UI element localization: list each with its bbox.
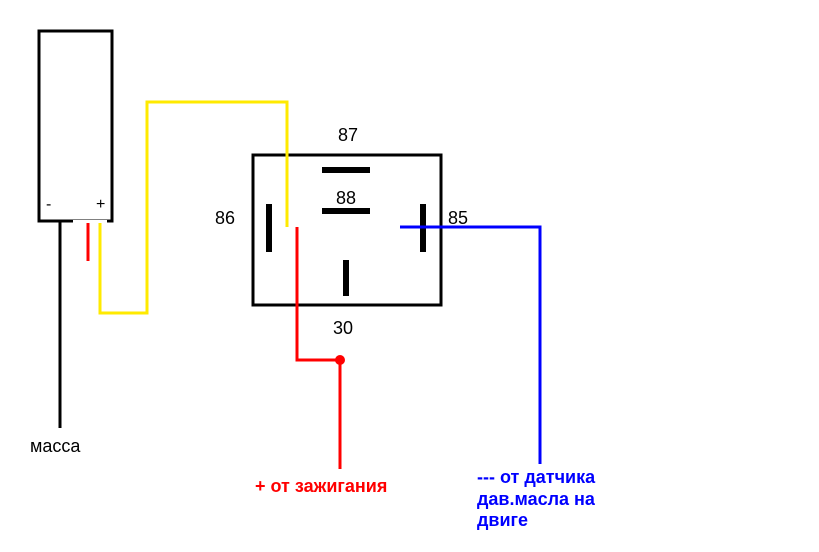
label-sensor: --- от датчика дав.масла на двиге [477, 467, 595, 532]
pin-label-86: 86 [215, 208, 235, 229]
pin-label-88: 88 [336, 188, 356, 209]
device-minus-sign: - [46, 196, 51, 214]
pin-label-30: 30 [333, 318, 353, 339]
label-ignition: + от зажигания [255, 476, 387, 497]
label-ground: масса [30, 436, 80, 457]
pin-label-87: 87 [338, 125, 358, 146]
wire-red-node [335, 355, 345, 365]
wiring-diagram [0, 0, 819, 552]
device-box [39, 31, 112, 221]
device-bottom-pad [73, 220, 107, 223]
pin-label-85: 85 [448, 208, 468, 229]
device-plus-sign: + [96, 196, 105, 214]
